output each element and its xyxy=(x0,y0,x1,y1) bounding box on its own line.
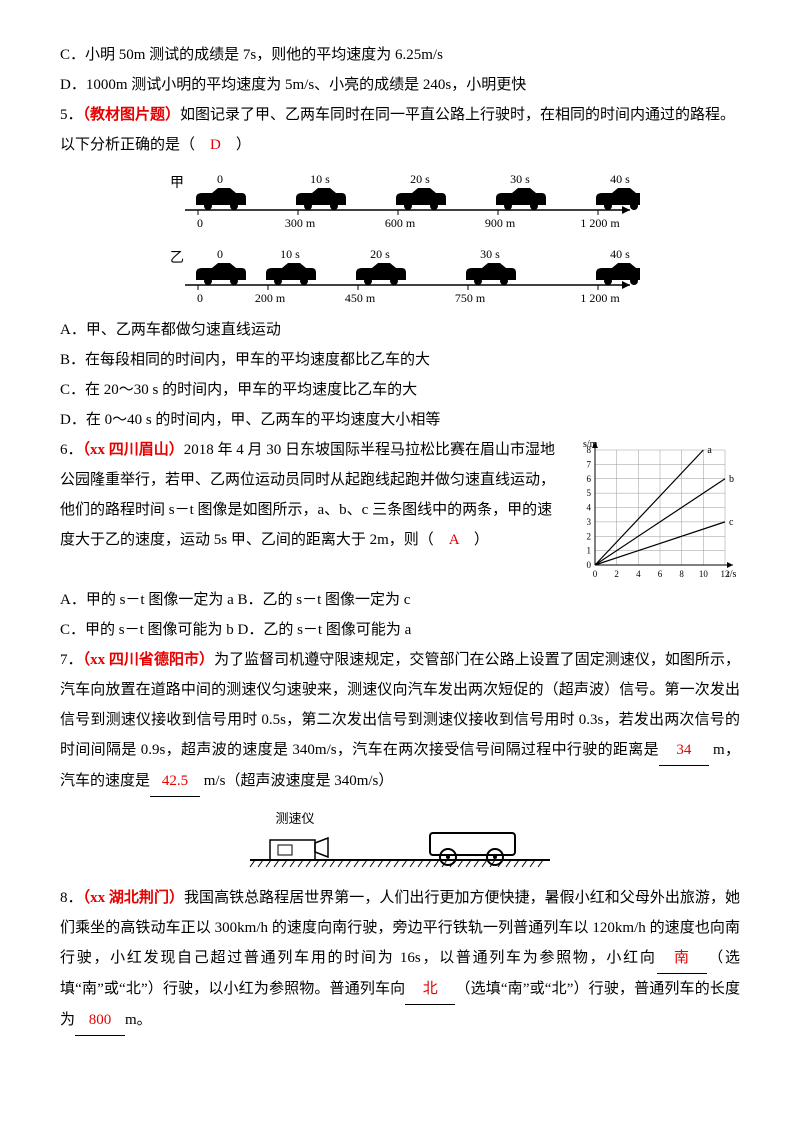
svg-text:40 s: 40 s xyxy=(610,247,630,261)
svg-text:1 200 m: 1 200 m xyxy=(580,216,620,230)
q5-opt-c: C．在 20～30 s 的时间内，甲车的平均速度比乙车的大 xyxy=(60,375,740,405)
q6-d: D．乙的 s－t 图像可能为 a xyxy=(238,622,412,638)
q6-c: C．甲的 s－t 图像可能为 b xyxy=(60,622,234,638)
q5-prefix: 5． xyxy=(60,107,83,123)
q5-figure-1: 甲 0 0 10 s 300 m 20 s 600 m 30 s 900 m 40 s 1 200 … xyxy=(60,165,740,235)
svg-text:2: 2 xyxy=(587,531,592,541)
q5: 5．（教材图片题）如图记录了甲、乙两车同时在同一平直公路上行驶时，在相同的时间内… xyxy=(60,100,740,160)
q8: 8．（xx 湖北荆门）我国高铁总路程居世界第一，人们出行更加方便快捷，暑假小红和… xyxy=(60,883,740,1036)
svg-text:30 s: 30 s xyxy=(510,172,530,186)
q6-a: A．甲的 s－t 图像一定为 a xyxy=(60,592,234,608)
svg-text:0: 0 xyxy=(593,569,598,579)
svg-text:1 200 m: 1 200 m xyxy=(580,291,620,305)
svg-text:200 m: 200 m xyxy=(255,291,286,305)
q8-prefix: 8． xyxy=(60,890,83,906)
q6-prefix: 6． xyxy=(60,442,83,458)
svg-text:c: c xyxy=(729,517,734,528)
q5-opt-d: D．在 0～40 s 的时间内，甲、乙两车的平均速度大小相等 xyxy=(60,405,740,435)
q6-row: 6．（xx 四川眉山）2018 年 4 月 30 日东坡国际半程马拉松比赛在眉山… xyxy=(60,435,740,585)
q6-chart: 024681012012345678s/mt/sabc xyxy=(570,435,740,585)
svg-text:20 s: 20 s xyxy=(370,247,390,261)
svg-text:450 m: 450 m xyxy=(345,291,376,305)
svg-text:750 m: 750 m xyxy=(455,291,486,305)
svg-text:0: 0 xyxy=(217,247,223,261)
q8-tag: （xx 湖北荆门） xyxy=(83,890,184,906)
q5-answer: D xyxy=(210,137,221,153)
svg-text:s/m: s/m xyxy=(583,439,598,450)
svg-text:测速仪: 测速仪 xyxy=(275,811,314,826)
q5-t1: 如图记录了甲、乙两车同时 xyxy=(180,107,360,123)
q5-tag: （教材图片题） xyxy=(83,107,181,123)
q8-t4: m。 xyxy=(125,1012,152,1028)
svg-text:300 m: 300 m xyxy=(285,216,316,230)
svg-text:4: 4 xyxy=(636,569,641,579)
q6-text: 6．（xx 四川眉山）2018 年 4 月 30 日东坡国际半程马拉松比赛在眉山… xyxy=(60,435,560,555)
option-c: C．小明 50m 测试的成绩是 7s，则他的平均速度为 6.25m/s xyxy=(60,40,740,70)
svg-text:t/s: t/s xyxy=(727,569,737,580)
svg-text:a: a xyxy=(707,445,712,456)
svg-text:2: 2 xyxy=(614,569,619,579)
svg-text:5: 5 xyxy=(587,488,592,498)
q7-figure: 测速仪 xyxy=(60,805,740,875)
svg-text:40 s: 40 s xyxy=(610,172,630,186)
svg-text:乙: 乙 xyxy=(170,250,184,266)
svg-text:600 m: 600 m xyxy=(385,216,416,230)
svg-text:3: 3 xyxy=(587,517,592,527)
q5-opt-b: B．在每段相同的时间内，甲车的平均速度都比乙车的大 xyxy=(60,345,740,375)
svg-text:10: 10 xyxy=(699,569,709,579)
q8-ans2: 北 xyxy=(405,974,455,1005)
q5-opt-a: A．甲、乙两车都做匀速直线运动 xyxy=(60,315,740,345)
svg-text:0: 0 xyxy=(587,560,592,570)
q7-ans1: 34 xyxy=(659,735,709,766)
svg-text:20 s: 20 s xyxy=(410,172,430,186)
svg-text:6: 6 xyxy=(658,569,663,579)
svg-text:6: 6 xyxy=(587,474,592,484)
q5-t3: ） xyxy=(236,137,251,153)
svg-text:0: 0 xyxy=(197,216,203,230)
q7-ans2: 42.5 xyxy=(150,766,200,797)
svg-text:8: 8 xyxy=(679,569,684,579)
svg-text:7: 7 xyxy=(587,459,592,469)
q7-prefix: 7． xyxy=(60,652,83,668)
svg-text:900 m: 900 m xyxy=(485,216,516,230)
q7: 7．（xx 四川省德阳市）为了监督司机遵守限速规定，交管部门在公路上设置了固定测… xyxy=(60,645,740,797)
q8-ans1: 南 xyxy=(657,943,707,974)
q6-answer: A xyxy=(449,532,459,548)
q6-close: ） xyxy=(474,532,489,548)
svg-text:10 s: 10 s xyxy=(280,247,300,261)
page: C．小明 50m 测试的成绩是 7s，则他的平均速度为 6.25m/s D．10… xyxy=(0,0,800,1131)
svg-text:b: b xyxy=(729,474,734,485)
q6-tag: （xx 四川眉山） xyxy=(83,442,184,458)
q5-figure-2: 乙 0 0 10 s 200 m 20 s 450 m 30 s 750 m 40 s 1 200 … xyxy=(60,240,740,310)
option-d: D．1000m 测试小明的平均速度为 5m/s、小亮的成绩是 240s，小明更快 xyxy=(60,70,740,100)
q7-tag: （xx 四川省德阳市） xyxy=(83,652,215,668)
svg-text:甲: 甲 xyxy=(170,176,184,191)
svg-text:4: 4 xyxy=(587,503,592,513)
svg-text:0: 0 xyxy=(197,291,203,305)
svg-text:10 s: 10 s xyxy=(310,172,330,186)
svg-text:1: 1 xyxy=(587,546,592,556)
q7-t3: m/s（超声波速度是 340m/s） xyxy=(200,773,393,789)
q6-opts-1: A．甲的 s－t 图像一定为 a B．乙的 s－t 图像一定为 c xyxy=(60,585,740,615)
svg-text:0: 0 xyxy=(217,172,223,186)
q6-b: B．乙的 s－t 图像一定为 c xyxy=(238,592,411,608)
q8-ans3: 800 xyxy=(75,1005,125,1036)
svg-text:30 s: 30 s xyxy=(480,247,500,261)
q6-opts-2: C．甲的 s－t 图像可能为 b D．乙的 s－t 图像可能为 a xyxy=(60,615,740,645)
